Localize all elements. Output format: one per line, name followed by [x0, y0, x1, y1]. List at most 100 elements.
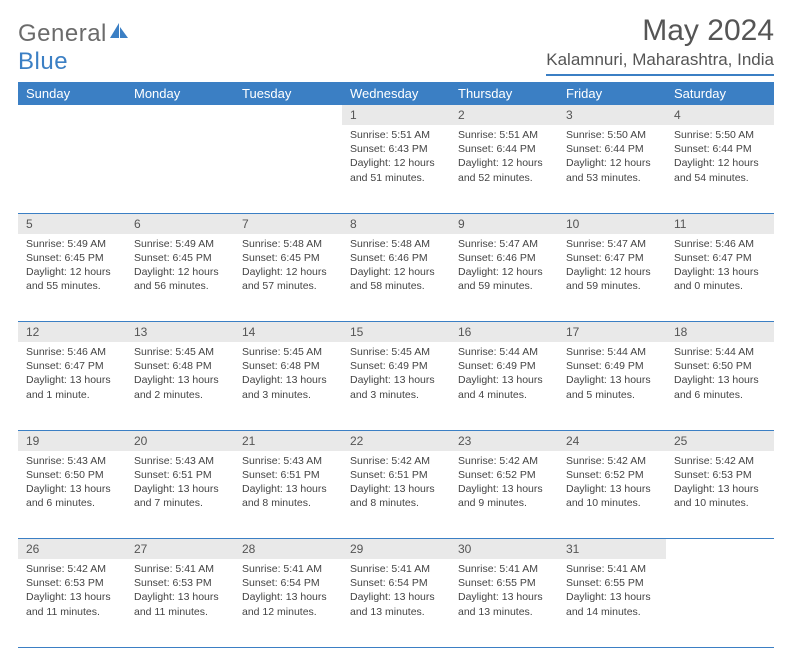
day-number-cell: 12 [18, 322, 126, 343]
day-number-cell: 13 [126, 322, 234, 343]
day-details: Sunrise: 5:42 AMSunset: 6:53 PMDaylight:… [18, 559, 126, 624]
brand-blue: Blue [18, 48, 68, 75]
day-header: Wednesday [342, 82, 450, 105]
day-content-cell: Sunrise: 5:42 AMSunset: 6:53 PMDaylight:… [666, 451, 774, 539]
day-content-row: Sunrise: 5:46 AMSunset: 6:47 PMDaylight:… [18, 342, 774, 430]
day-number-cell: 18 [666, 322, 774, 343]
day-details: Sunrise: 5:43 AMSunset: 6:51 PMDaylight:… [126, 451, 234, 516]
day-details: Sunrise: 5:43 AMSunset: 6:51 PMDaylight:… [234, 451, 342, 516]
brand-name: GeneralBlue [18, 20, 130, 76]
day-details: Sunrise: 5:41 AMSunset: 6:54 PMDaylight:… [342, 559, 450, 624]
day-number-cell: 26 [18, 539, 126, 560]
day-content-cell: Sunrise: 5:44 AMSunset: 6:49 PMDaylight:… [558, 342, 666, 430]
day-number-cell: 29 [342, 539, 450, 560]
day-details: Sunrise: 5:41 AMSunset: 6:53 PMDaylight:… [126, 559, 234, 624]
day-number-cell: 22 [342, 430, 450, 451]
day-content-row: Sunrise: 5:49 AMSunset: 6:45 PMDaylight:… [18, 234, 774, 322]
day-content-cell: Sunrise: 5:47 AMSunset: 6:46 PMDaylight:… [450, 234, 558, 322]
day-content-cell: Sunrise: 5:50 AMSunset: 6:44 PMDaylight:… [558, 125, 666, 213]
day-content-cell: Sunrise: 5:46 AMSunset: 6:47 PMDaylight:… [666, 234, 774, 322]
day-number-cell: 2 [450, 105, 558, 125]
day-content-cell: Sunrise: 5:43 AMSunset: 6:51 PMDaylight:… [234, 451, 342, 539]
day-details: Sunrise: 5:45 AMSunset: 6:49 PMDaylight:… [342, 342, 450, 407]
day-number-cell: 5 [18, 213, 126, 234]
sail-icon [110, 20, 130, 48]
day-number-cell [666, 539, 774, 560]
day-content-cell: Sunrise: 5:42 AMSunset: 6:52 PMDaylight:… [558, 451, 666, 539]
day-content-cell: Sunrise: 5:41 AMSunset: 6:53 PMDaylight:… [126, 559, 234, 647]
day-content-cell [18, 125, 126, 213]
day-content-cell: Sunrise: 5:45 AMSunset: 6:48 PMDaylight:… [234, 342, 342, 430]
day-number-cell: 23 [450, 430, 558, 451]
day-details: Sunrise: 5:41 AMSunset: 6:55 PMDaylight:… [450, 559, 558, 624]
day-number-cell: 3 [558, 105, 666, 125]
day-number-cell: 25 [666, 430, 774, 451]
day-details: Sunrise: 5:47 AMSunset: 6:46 PMDaylight:… [450, 234, 558, 299]
day-header: Thursday [450, 82, 558, 105]
day-details: Sunrise: 5:48 AMSunset: 6:45 PMDaylight:… [234, 234, 342, 299]
day-content-cell: Sunrise: 5:44 AMSunset: 6:50 PMDaylight:… [666, 342, 774, 430]
day-content-cell [126, 125, 234, 213]
day-number-cell: 1 [342, 105, 450, 125]
location: Kalamnuri, Maharashtra, India [546, 50, 774, 76]
day-number-cell: 20 [126, 430, 234, 451]
day-number-cell: 19 [18, 430, 126, 451]
day-content-cell: Sunrise: 5:49 AMSunset: 6:45 PMDaylight:… [126, 234, 234, 322]
day-number-cell: 16 [450, 322, 558, 343]
day-number-cell: 6 [126, 213, 234, 234]
day-details: Sunrise: 5:46 AMSunset: 6:47 PMDaylight:… [666, 234, 774, 299]
day-content-row: Sunrise: 5:42 AMSunset: 6:53 PMDaylight:… [18, 559, 774, 647]
day-content-cell: Sunrise: 5:44 AMSunset: 6:49 PMDaylight:… [450, 342, 558, 430]
day-details: Sunrise: 5:41 AMSunset: 6:55 PMDaylight:… [558, 559, 666, 624]
day-content-cell: Sunrise: 5:51 AMSunset: 6:43 PMDaylight:… [342, 125, 450, 213]
day-content-cell: Sunrise: 5:45 AMSunset: 6:49 PMDaylight:… [342, 342, 450, 430]
day-content-cell: Sunrise: 5:42 AMSunset: 6:52 PMDaylight:… [450, 451, 558, 539]
day-number-row: 262728293031 [18, 539, 774, 560]
day-number-cell: 14 [234, 322, 342, 343]
day-number-cell: 8 [342, 213, 450, 234]
day-number-row: 19202122232425 [18, 430, 774, 451]
day-header: Friday [558, 82, 666, 105]
header: GeneralBlue May 2024 Kalamnuri, Maharash… [18, 14, 774, 76]
day-details: Sunrise: 5:50 AMSunset: 6:44 PMDaylight:… [558, 125, 666, 190]
day-number-row: 12131415161718 [18, 322, 774, 343]
day-content-cell: Sunrise: 5:49 AMSunset: 6:45 PMDaylight:… [18, 234, 126, 322]
day-number-cell: 30 [450, 539, 558, 560]
day-details: Sunrise: 5:48 AMSunset: 6:46 PMDaylight:… [342, 234, 450, 299]
day-number-cell: 10 [558, 213, 666, 234]
day-details: Sunrise: 5:49 AMSunset: 6:45 PMDaylight:… [126, 234, 234, 299]
day-details: Sunrise: 5:45 AMSunset: 6:48 PMDaylight:… [126, 342, 234, 407]
title-block: May 2024 Kalamnuri, Maharashtra, India [546, 14, 774, 76]
day-number-cell: 15 [342, 322, 450, 343]
day-details: Sunrise: 5:45 AMSunset: 6:48 PMDaylight:… [234, 342, 342, 407]
day-content-cell: Sunrise: 5:41 AMSunset: 6:55 PMDaylight:… [558, 559, 666, 647]
day-content-cell: Sunrise: 5:48 AMSunset: 6:46 PMDaylight:… [342, 234, 450, 322]
day-number-row: 567891011 [18, 213, 774, 234]
day-content-cell: Sunrise: 5:41 AMSunset: 6:55 PMDaylight:… [450, 559, 558, 647]
day-content-cell: Sunrise: 5:47 AMSunset: 6:47 PMDaylight:… [558, 234, 666, 322]
day-header: Sunday [18, 82, 126, 105]
day-content-cell: Sunrise: 5:42 AMSunset: 6:53 PMDaylight:… [18, 559, 126, 647]
day-header: Saturday [666, 82, 774, 105]
day-details: Sunrise: 5:44 AMSunset: 6:49 PMDaylight:… [450, 342, 558, 407]
day-content-row: Sunrise: 5:51 AMSunset: 6:43 PMDaylight:… [18, 125, 774, 213]
brand-logo: GeneralBlue [18, 14, 130, 76]
day-number-cell: 31 [558, 539, 666, 560]
day-details: Sunrise: 5:42 AMSunset: 6:51 PMDaylight:… [342, 451, 450, 516]
day-content-cell: Sunrise: 5:43 AMSunset: 6:51 PMDaylight:… [126, 451, 234, 539]
calendar-page: GeneralBlue May 2024 Kalamnuri, Maharash… [0, 0, 792, 658]
day-header: Monday [126, 82, 234, 105]
day-header: Tuesday [234, 82, 342, 105]
day-content-cell: Sunrise: 5:51 AMSunset: 6:44 PMDaylight:… [450, 125, 558, 213]
day-details: Sunrise: 5:44 AMSunset: 6:49 PMDaylight:… [558, 342, 666, 407]
day-number-cell: 24 [558, 430, 666, 451]
calendar-table: SundayMondayTuesdayWednesdayThursdayFrid… [18, 82, 774, 648]
day-details: Sunrise: 5:51 AMSunset: 6:44 PMDaylight:… [450, 125, 558, 190]
calendar-head: SundayMondayTuesdayWednesdayThursdayFrid… [18, 82, 774, 105]
day-number-row: 1234 [18, 105, 774, 125]
day-number-cell: 21 [234, 430, 342, 451]
day-content-cell: Sunrise: 5:41 AMSunset: 6:54 PMDaylight:… [342, 559, 450, 647]
month-title: May 2024 [546, 14, 774, 48]
day-details: Sunrise: 5:43 AMSunset: 6:50 PMDaylight:… [18, 451, 126, 516]
day-details: Sunrise: 5:50 AMSunset: 6:44 PMDaylight:… [666, 125, 774, 190]
